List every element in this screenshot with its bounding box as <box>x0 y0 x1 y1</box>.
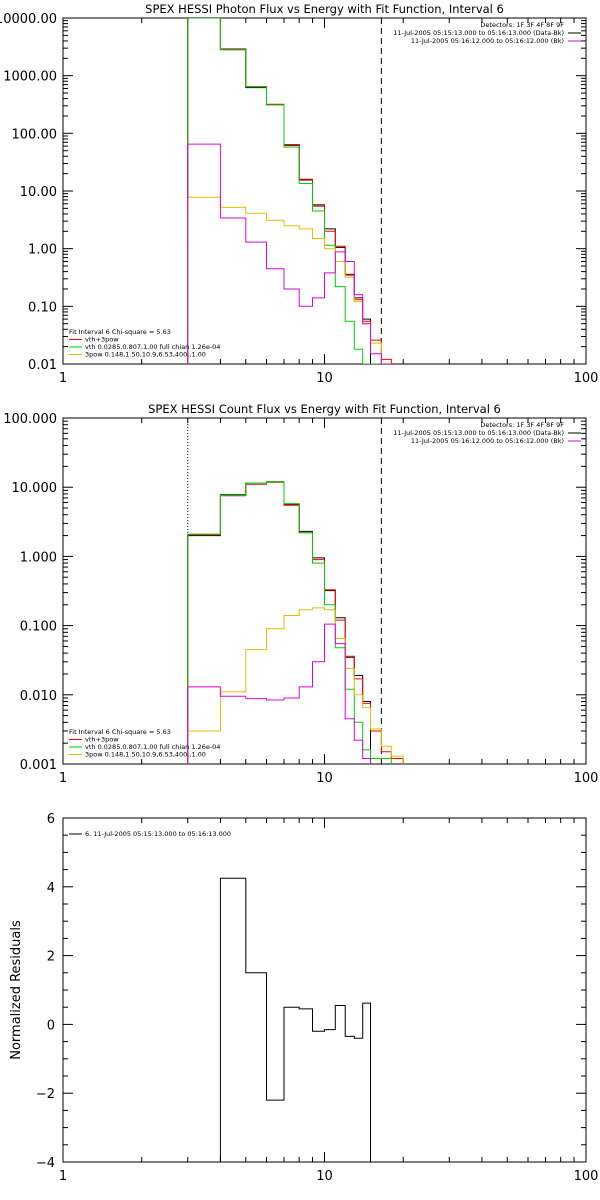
y-tick-label: 1000.00 <box>3 70 57 85</box>
y-tick-label: −4 <box>36 1156 55 1171</box>
y-tick-label: −2 <box>36 1087 55 1102</box>
data-layer <box>187 877 371 1162</box>
series-3pow <box>187 607 404 764</box>
series-data-bk <box>187 481 371 764</box>
series-3pow <box>187 196 392 364</box>
data-layer <box>187 18 392 364</box>
x-tick-label: 100 <box>574 1169 599 1184</box>
legend-bottom-left-text: vth 0.0285,0.807,1.00 full chian 1.26e-0… <box>85 743 220 751</box>
y-tick-label: 10.000 <box>12 481 58 496</box>
y-tick-label: 100.00 <box>12 127 58 142</box>
series-bk <box>187 143 392 364</box>
series-data-bk <box>187 18 371 364</box>
x-tick-label: 1 <box>59 1169 67 1184</box>
legend-top-right-text: 11-Jul-2005 05:16:12.000 to 05:16:12.000… <box>411 37 564 45</box>
legend-top-right-text: Detectors: 1F 3F 4F 8F 9F <box>480 421 564 429</box>
y-tick-label: 1.000 <box>20 550 57 565</box>
x-tick-label: 1 <box>59 771 67 786</box>
series-vth-3pow <box>187 481 404 764</box>
legend-bottom-left-text: vth 0.0285,0.807,1.00 full chian 1.26e-0… <box>85 343 220 351</box>
chart-title: SPEX HESSI Photon Flux vs Energy with Fi… <box>145 2 504 16</box>
y-tick-label: 0.010 <box>20 689 57 704</box>
x-tick-label: 10 <box>316 771 333 786</box>
legend-text: 6. 11-Jul-2005 05:15:13.000 to 05:16:13.… <box>85 830 231 838</box>
legend-bottom-left-text: vth+3pow <box>85 736 119 744</box>
legend-bottom-left-text: 3pow 0.148,1.50,10.9,6.53,400.,1.00 <box>85 751 206 759</box>
y-tick-label: 0.10 <box>28 300 57 315</box>
y-tick-label: 0 <box>47 1018 55 1033</box>
x-tick-label: 100 <box>574 371 599 386</box>
series-vth <box>187 481 392 764</box>
x-tick-label: 10 <box>316 1169 333 1184</box>
legend-top-right-text: 11-Jul-2005 05:15:13.000 to 05:16:13.000… <box>393 29 564 37</box>
plot-frame <box>62 817 587 1163</box>
y-axis-label: Normalized Residuals <box>9 920 24 1060</box>
series-vth <box>187 18 392 364</box>
legend-top-right-text: 11-Jul-2005 05:16:12.000 to 05:16:12.000… <box>411 437 564 445</box>
y-tick-label: 10.00 <box>20 185 57 200</box>
data-layer <box>187 418 404 764</box>
y-tick-label: 0.100 <box>20 620 57 635</box>
series-residuals <box>187 877 371 1162</box>
y-tick-label: 0.01 <box>28 358 57 373</box>
y-tick-label: 0.001 <box>20 758 57 773</box>
legend-top-right-text: 11-Jul-2005 05:15:13.000 to 05:16:13.000… <box>393 429 564 437</box>
plot-frame <box>62 17 587 365</box>
chart-panel-3: 1 10 100 −4 −2 0 2 4 6 Normalized Residuals 6. 11-… <box>9 812 598 1184</box>
chart-panel-1: 1 10 100 0.01 0.10 1.00 10.00 100.00 1000.00 1000… <box>0 2 598 386</box>
chart-panel-2: 1 10 100 0.001 0.010 0.100 1.000 10.000 100.000 S… <box>3 402 598 786</box>
y-tick-label: 10000.00 <box>0 12 57 27</box>
x-tick-label: 10 <box>316 371 333 386</box>
legend-bottom-left-text: 3pow 0.148,1.50,10.9,6.53,400.,1.00 <box>85 351 206 359</box>
legend-top-right-text: Detectors: 1F 3F 4F 8F 9F <box>480 21 564 29</box>
y-tick-label: 100.000 <box>3 412 57 427</box>
chart-title: SPEX HESSI Count Flux vs Energy with Fit… <box>148 402 501 416</box>
x-tick-label: 1 <box>59 371 67 386</box>
y-tick-label: 2 <box>47 950 55 965</box>
legend-bottom-left-text: Fit Interval 6 Chi-square = 5.63 <box>69 728 171 736</box>
series-bk <box>187 623 371 764</box>
x-tick-label: 100 <box>574 771 599 786</box>
y-tick-label: 1.00 <box>28 243 57 258</box>
series-vth-3pow <box>187 18 392 364</box>
legend-bottom-left-text: Fit Interval 6 Chi-square = 5.63 <box>69 328 171 336</box>
legend-bottom-left-text: vth+3pow <box>85 336 119 344</box>
y-tick-label: 6 <box>47 812 55 827</box>
y-tick-label: 4 <box>47 881 55 896</box>
